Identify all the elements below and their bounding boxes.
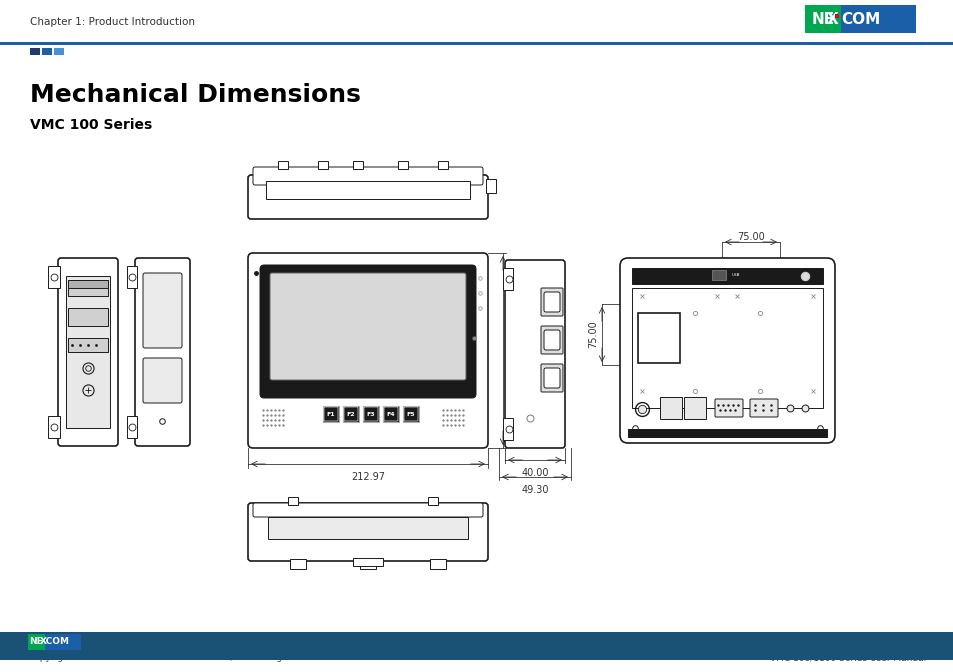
Bar	[841, 5, 915, 33]
Bar	[804, 5, 841, 33]
Bar	[430, 559, 446, 569]
Text: XCOM: XCOM	[40, 638, 70, 646]
Bar	[30, 48, 40, 55]
Bar	[711, 270, 725, 280]
Bar	[638, 313, 679, 363]
FancyBboxPatch shape	[540, 326, 562, 354]
FancyBboxPatch shape	[543, 330, 559, 350]
Bar	[45, 634, 81, 650]
Bar	[343, 406, 358, 422]
Text: COM: COM	[841, 11, 880, 26]
Text: F2: F2	[346, 411, 355, 417]
Bar	[266, 181, 470, 199]
FancyBboxPatch shape	[248, 503, 488, 561]
Bar	[502, 268, 513, 290]
Text: F3: F3	[366, 411, 375, 417]
Text: F4: F4	[386, 411, 395, 417]
Bar	[428, 497, 437, 505]
Text: F1: F1	[326, 411, 335, 417]
Bar	[0, 42, 953, 44]
FancyBboxPatch shape	[260, 265, 476, 398]
FancyBboxPatch shape	[248, 175, 488, 219]
Bar	[290, 559, 306, 569]
Bar	[485, 179, 496, 193]
Bar	[402, 406, 418, 422]
Bar	[317, 161, 328, 169]
Bar	[48, 416, 60, 438]
Text: 49.30: 49.30	[520, 485, 548, 495]
Bar	[127, 266, 137, 288]
FancyBboxPatch shape	[135, 258, 190, 446]
FancyBboxPatch shape	[403, 407, 417, 421]
Bar	[631, 268, 822, 284]
Bar	[502, 418, 513, 440]
FancyBboxPatch shape	[504, 260, 564, 448]
Bar	[66, 276, 110, 428]
Text: X: X	[826, 11, 838, 26]
FancyBboxPatch shape	[540, 288, 562, 316]
Bar	[68, 280, 108, 288]
Bar	[28, 634, 45, 650]
FancyBboxPatch shape	[540, 364, 562, 392]
Bar	[68, 338, 108, 352]
Bar	[353, 161, 363, 169]
FancyBboxPatch shape	[253, 503, 482, 517]
Bar	[437, 161, 448, 169]
Bar	[277, 161, 288, 169]
FancyBboxPatch shape	[364, 407, 377, 421]
FancyBboxPatch shape	[543, 368, 559, 388]
Bar	[363, 406, 378, 422]
FancyBboxPatch shape	[270, 273, 465, 380]
Bar	[834, 14, 838, 18]
Text: 144.97: 144.97	[506, 333, 517, 368]
Text: 40.00: 40.00	[520, 468, 548, 478]
FancyBboxPatch shape	[248, 253, 488, 448]
Bar	[323, 406, 338, 422]
FancyBboxPatch shape	[143, 358, 182, 403]
Text: Copyright © 2014 NEXCOM International Co., Ltd. All rights reserved: Copyright © 2014 NEXCOM International Co…	[28, 653, 338, 663]
Bar	[127, 416, 137, 438]
FancyBboxPatch shape	[253, 167, 482, 185]
FancyBboxPatch shape	[324, 407, 337, 421]
FancyBboxPatch shape	[749, 399, 778, 417]
FancyBboxPatch shape	[619, 258, 834, 443]
FancyBboxPatch shape	[143, 273, 182, 348]
Text: Chapter 1: Product Introduction: Chapter 1: Product Introduction	[30, 17, 194, 27]
Bar	[48, 266, 60, 288]
Text: 75.00: 75.00	[737, 232, 764, 242]
Bar	[683, 397, 705, 419]
Text: Mechanical Dimensions: Mechanical Dimensions	[30, 83, 360, 107]
Bar	[659, 397, 681, 419]
Bar	[68, 280, 108, 296]
Text: VMC 100 Series: VMC 100 Series	[30, 118, 152, 132]
Bar	[268, 517, 468, 539]
Text: USB: USB	[731, 273, 740, 277]
Text: NE: NE	[811, 11, 834, 26]
Bar	[359, 559, 375, 569]
Text: F5: F5	[406, 411, 415, 417]
Bar	[0, 632, 953, 660]
Bar	[627, 429, 826, 437]
Bar	[382, 406, 398, 422]
Bar	[353, 558, 382, 566]
Text: VMC 100/1100 Series User Manual: VMC 100/1100 Series User Manual	[769, 653, 925, 663]
FancyBboxPatch shape	[344, 407, 357, 421]
Text: NE: NE	[30, 638, 43, 646]
FancyBboxPatch shape	[714, 399, 742, 417]
Text: 212.97: 212.97	[351, 472, 385, 482]
FancyBboxPatch shape	[58, 258, 118, 446]
Bar	[397, 161, 408, 169]
Bar	[288, 497, 297, 505]
Text: 75.00: 75.00	[587, 321, 598, 348]
FancyBboxPatch shape	[543, 292, 559, 312]
Bar	[631, 288, 822, 408]
FancyBboxPatch shape	[384, 407, 397, 421]
Text: 8: 8	[474, 653, 479, 663]
Bar	[42, 48, 52, 55]
Bar	[54, 48, 64, 55]
Bar	[68, 308, 108, 326]
